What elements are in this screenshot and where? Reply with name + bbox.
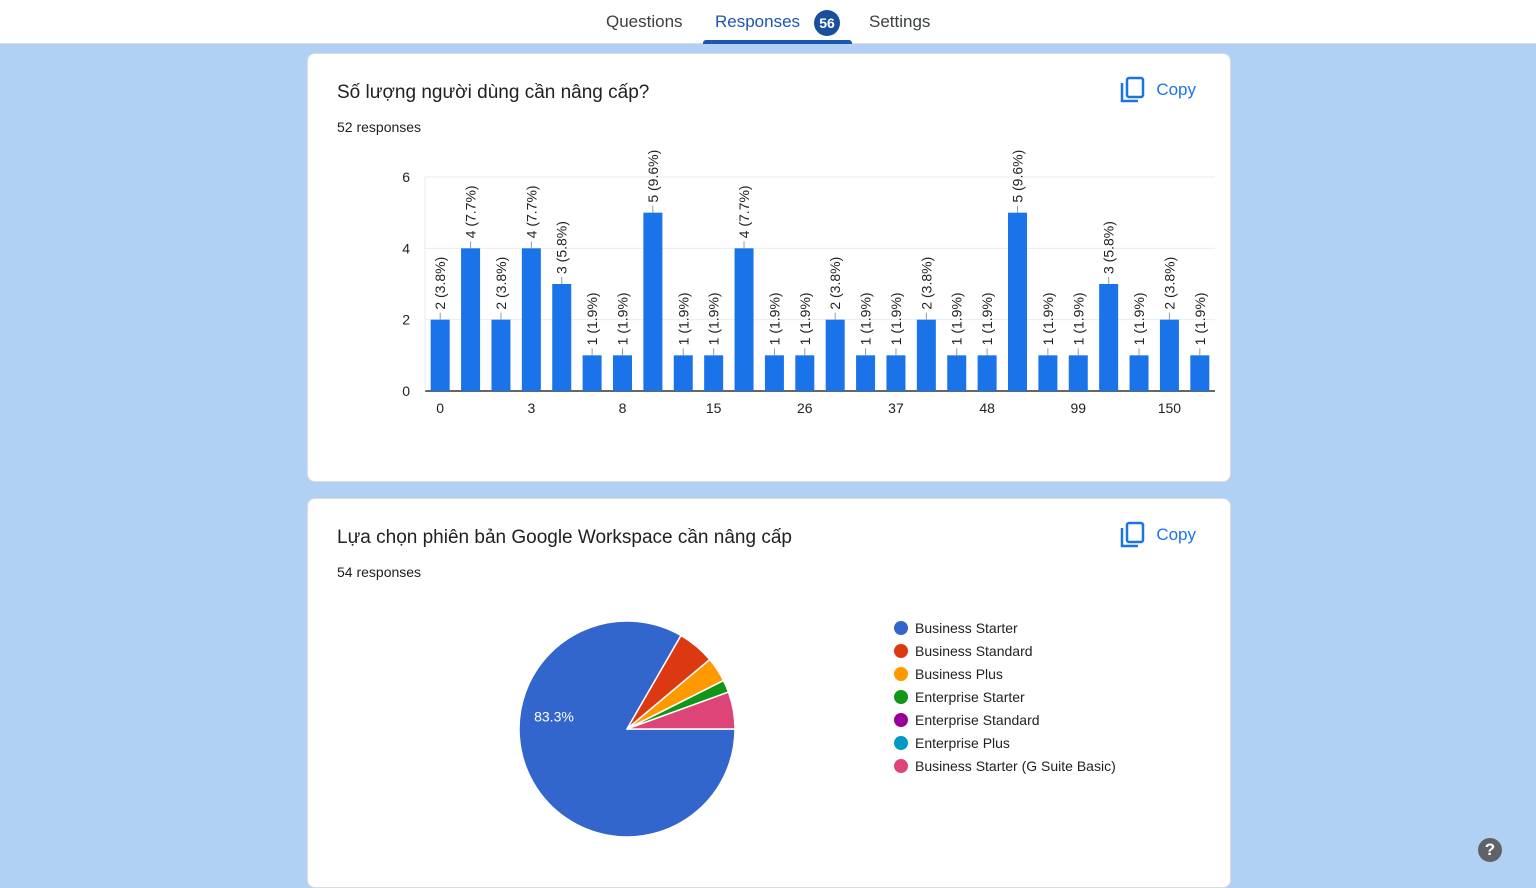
- legend-color-dot: [894, 736, 908, 750]
- legend-label: Enterprise Standard: [915, 712, 1040, 728]
- tab-responses[interactable]: Responses: [715, 12, 801, 31]
- copy-button[interactable]: Copy: [1120, 76, 1196, 104]
- legend-label: Business Standard: [915, 643, 1033, 659]
- legend-label: Enterprise Starter: [915, 689, 1025, 705]
- top-tab-bar: Questions Responses 56 Settings: [0, 0, 1536, 44]
- legend-item: Enterprise Plus: [894, 735, 1010, 751]
- legend-item: Enterprise Starter: [894, 689, 1025, 705]
- legend-label: Business Starter: [915, 620, 1018, 636]
- legend-item: Business Plus: [894, 666, 1003, 682]
- question-card-user-count: Số lượng người dùng cần nâng cấp? 52 res…: [307, 53, 1231, 482]
- tab-settings[interactable]: Settings: [869, 12, 931, 31]
- tab-questions[interactable]: Questions: [606, 12, 683, 31]
- legend-item: Business Starter: [894, 620, 1018, 636]
- responses-count-badge: 56: [814, 10, 840, 36]
- legend-color-dot: [894, 690, 908, 704]
- legend-color-dot: [894, 644, 908, 658]
- response-count: 52 responses: [337, 119, 422, 135]
- copy-icon: [1121, 521, 1145, 548]
- question-card-workspace-edition: Lựa chọn phiên bản Google Workspace cần …: [307, 498, 1231, 888]
- legend-label: Enterprise Plus: [915, 735, 1010, 751]
- legend-color-dot: [894, 621, 908, 635]
- copy-label: Copy: [1156, 525, 1196, 544]
- question-title: Lựa chọn phiên bản Google Workspace cần …: [337, 527, 792, 548]
- response-count: 54 responses: [337, 564, 422, 580]
- question-title: Số lượng người dùng cần nâng cấp?: [337, 82, 650, 103]
- legend-item: Business Standard: [894, 643, 1033, 659]
- copy-button[interactable]: Copy: [1120, 521, 1196, 549]
- legend-color-dot: [894, 667, 908, 681]
- legend-color-dot: [894, 759, 908, 773]
- help-button[interactable]: ?: [1478, 838, 1502, 862]
- copy-icon: [1121, 76, 1145, 103]
- copy-label: Copy: [1156, 80, 1196, 99]
- legend-item: Enterprise Standard: [894, 712, 1040, 728]
- active-tab-indicator: [703, 40, 852, 44]
- legend-item: Business Starter (G Suite Basic): [894, 758, 1116, 774]
- legend-label: Business Starter (G Suite Basic): [915, 758, 1116, 774]
- legend-color-dot: [894, 713, 908, 727]
- legend-label: Business Plus: [915, 666, 1003, 682]
